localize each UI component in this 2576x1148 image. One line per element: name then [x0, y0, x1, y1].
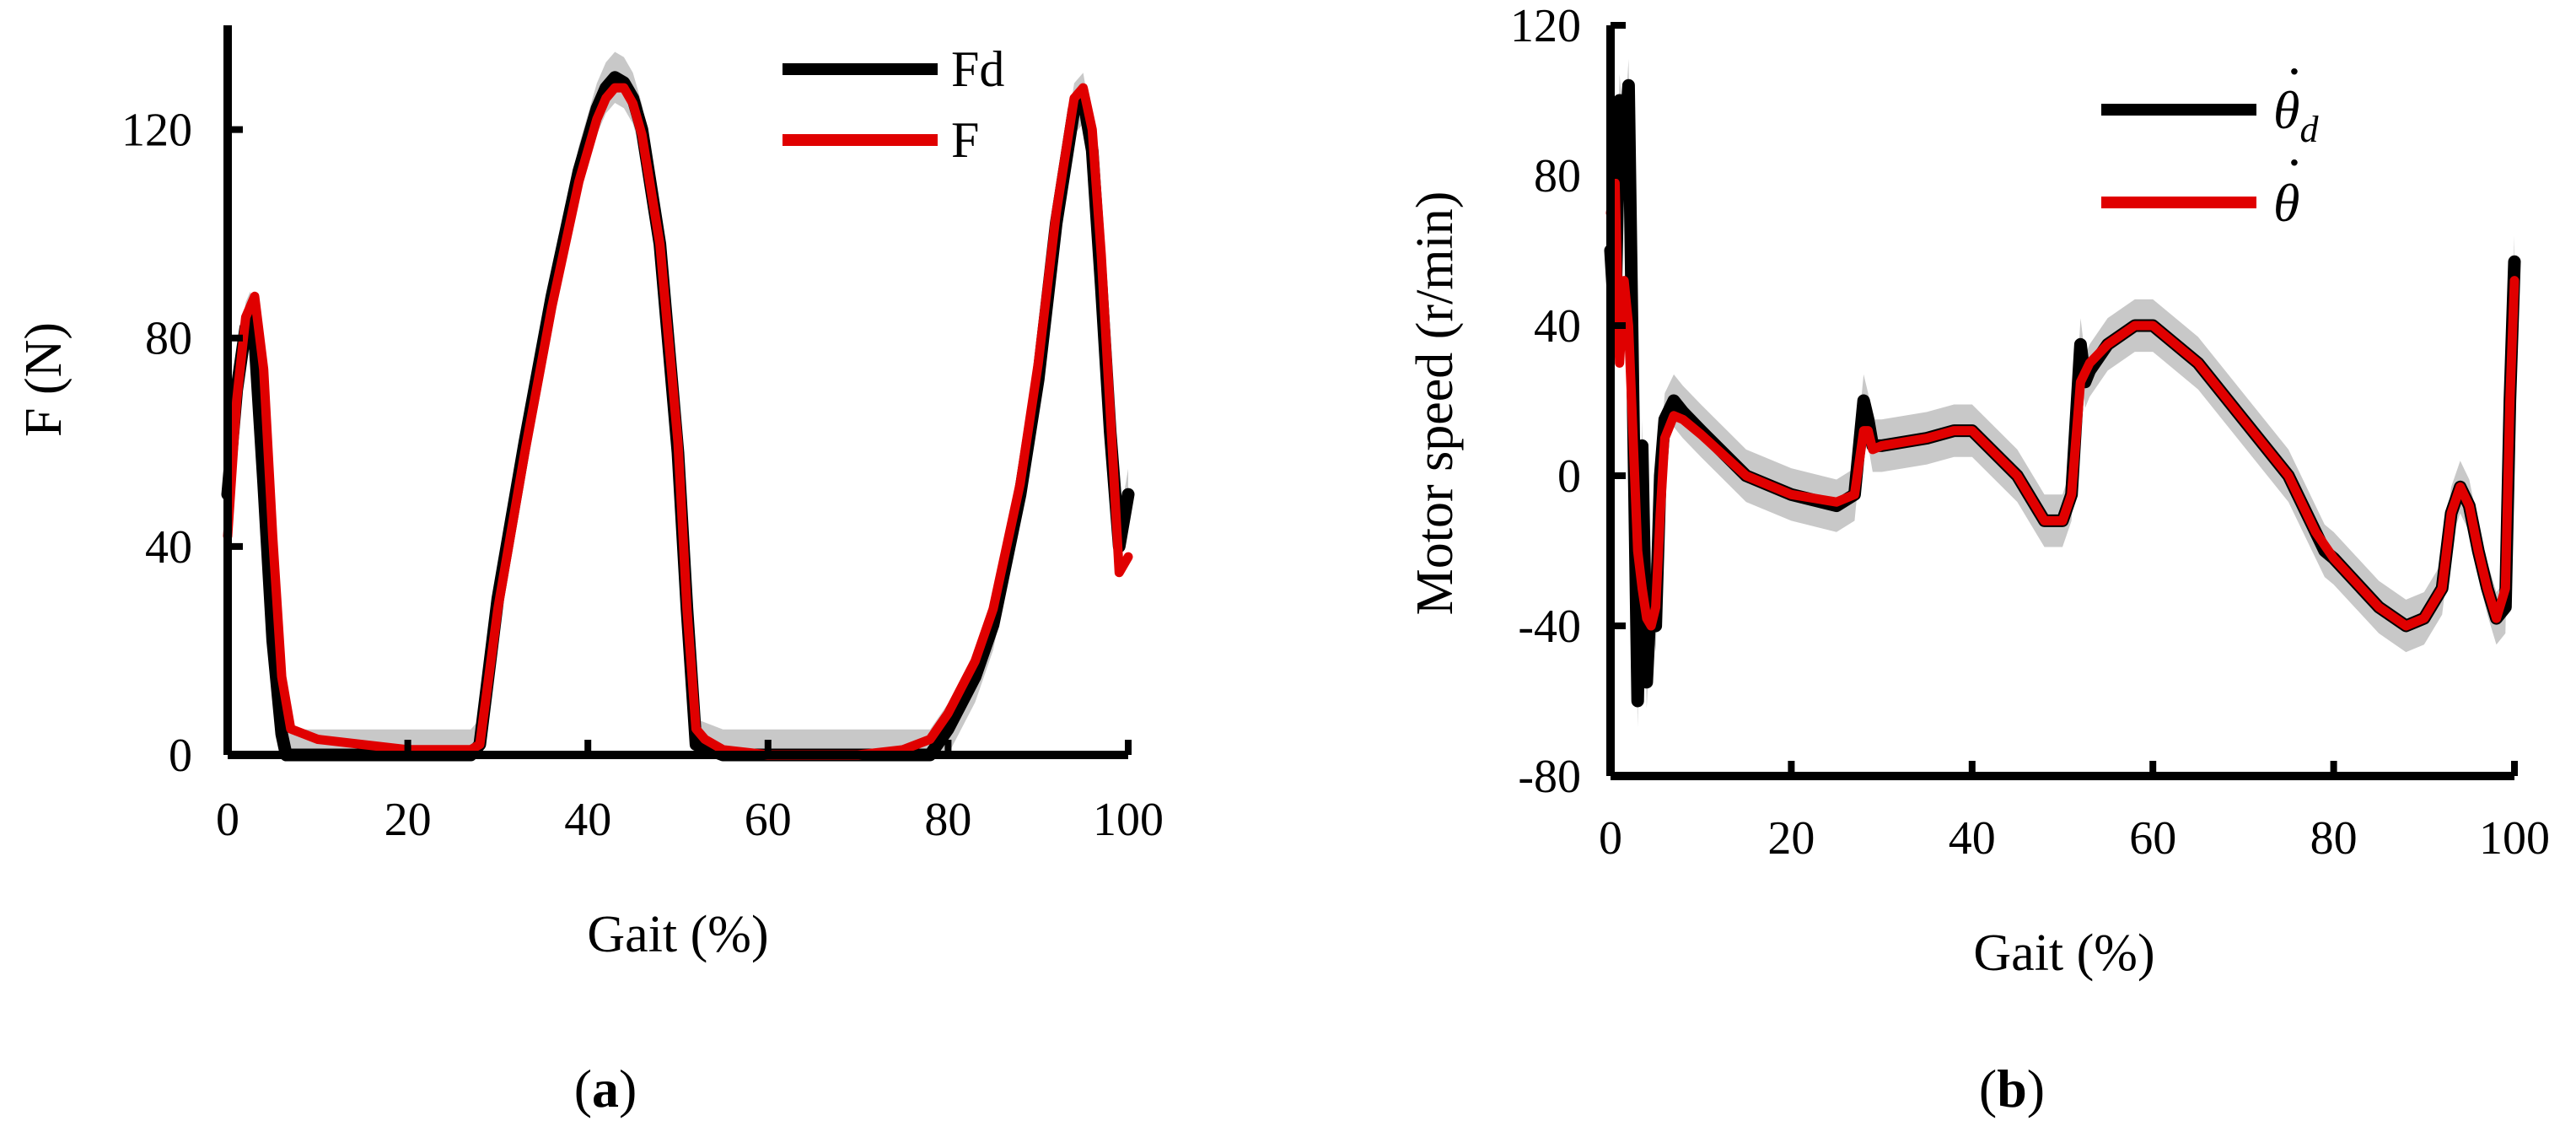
panel-a-y-tick-label: 120: [121, 105, 192, 157]
panel-a-x-tick-label: 80: [924, 794, 971, 846]
panel-b-x-tick-label: 60: [2129, 812, 2176, 865]
panel-b-x-tick-label: 20: [1767, 812, 1815, 865]
panel-a-legend-fd-label: Fd: [951, 41, 1004, 97]
panel-b-variance-band: [1611, 59, 2514, 728]
panel-a-x-tick-label: 20: [385, 794, 432, 846]
panel-a-legend: Fd F: [782, 41, 1004, 168]
panel-a-y-tick-label: 80: [145, 313, 192, 365]
panel-a-y-tick-label: 0: [169, 730, 192, 782]
panel-b-y-tick-label: -40: [1518, 601, 1581, 653]
panel-b-axes: [1606, 22, 2518, 780]
panel-a-y-tick-label: 40: [145, 521, 192, 574]
panel-b-y-tick-label: -80: [1518, 751, 1581, 803]
panel-a-caption-open: (: [574, 1059, 592, 1118]
panel-a-y-axis-title: F (N): [15, 322, 73, 437]
panel-a-x-tick-label: 0: [216, 794, 239, 846]
panel-b-y-tick-label: 80: [1534, 150, 1581, 202]
panel-b-caption-open: (: [1979, 1059, 1997, 1118]
panel-b-legend-thetadot-label: θ: [2273, 173, 2299, 233]
panel-a-x-axis-title: Gait (%): [587, 906, 768, 963]
panel-b-x-tick-label: 40: [1949, 812, 1996, 865]
panel-b-caption-close: ): [2027, 1059, 2045, 1118]
panel-a-caption-letter: a: [592, 1059, 619, 1118]
panel-a-caption-close: ): [619, 1059, 637, 1118]
panel-a-series-measured-line: [223, 83, 1133, 760]
panel-b-motor-speed-chart: 0 20 40 60 80 100 -80 -40 0 40 80 120 Motor speed (…: [1406, 0, 2550, 1118]
panel-a-x-tick-label: 40: [564, 794, 611, 846]
panel-b-band-area: [1611, 59, 2514, 728]
panel-b-y-axis-title: Motor speed (r/min): [1406, 191, 1464, 616]
panel-b-series-measured-line: [1605, 178, 2520, 631]
panel-b-legend-thetadot-dot: ·: [2287, 132, 2300, 192]
panel-a-x-tick-label: 60: [745, 794, 792, 846]
panel-a-axes: [223, 25, 1132, 759]
panel-b-caption-letter: b: [1997, 1059, 2027, 1118]
panel-a-caption: (a): [574, 1059, 637, 1118]
panel-b-legend-thetadot-d-label: θd: [2273, 80, 2319, 150]
panel-b-x-tick-label: 100: [2479, 812, 2550, 865]
panel-b-y-tick-label: 120: [1510, 0, 1581, 52]
panel-b-legend-thetadot-d-dot: ·: [2287, 41, 2300, 101]
panel-a-x-tick-label: 100: [1093, 794, 1164, 846]
panel-b-x-tick-label: 0: [1599, 812, 1622, 865]
panel-b-tick-labels: 0 20 40 60 80 100 -80 -40 0 40 80 120: [1510, 0, 2550, 865]
panel-b-x-tick-label: 80: [2310, 812, 2358, 865]
panel-b-y-tick-label: 40: [1534, 300, 1581, 353]
panel-b-legend-theta-symbol: θ: [2273, 80, 2299, 140]
panel-b-caption: (b): [1979, 1059, 2045, 1118]
panel-a-tick-labels: 0 20 40 60 80 100 0 40 80 120: [121, 105, 1164, 846]
panel-a-series-layer: [221, 71, 1135, 762]
panel-b-y-tick-label: 0: [1557, 450, 1581, 503]
panel-a-force-chart: 0 20 40 60 80 100 0 40 80 120 F (N) Gait (%) Fd F…: [15, 25, 1164, 1118]
panel-a-legend-f-label: F: [951, 112, 979, 168]
panel-b-x-axis-title: Gait (%): [1973, 924, 2154, 982]
panel-b-legend-subscript-d: d: [2299, 109, 2319, 150]
panel-b-series-layer: [1604, 78, 2521, 708]
panel-b-legend: · θd · θ: [2101, 41, 2319, 233]
